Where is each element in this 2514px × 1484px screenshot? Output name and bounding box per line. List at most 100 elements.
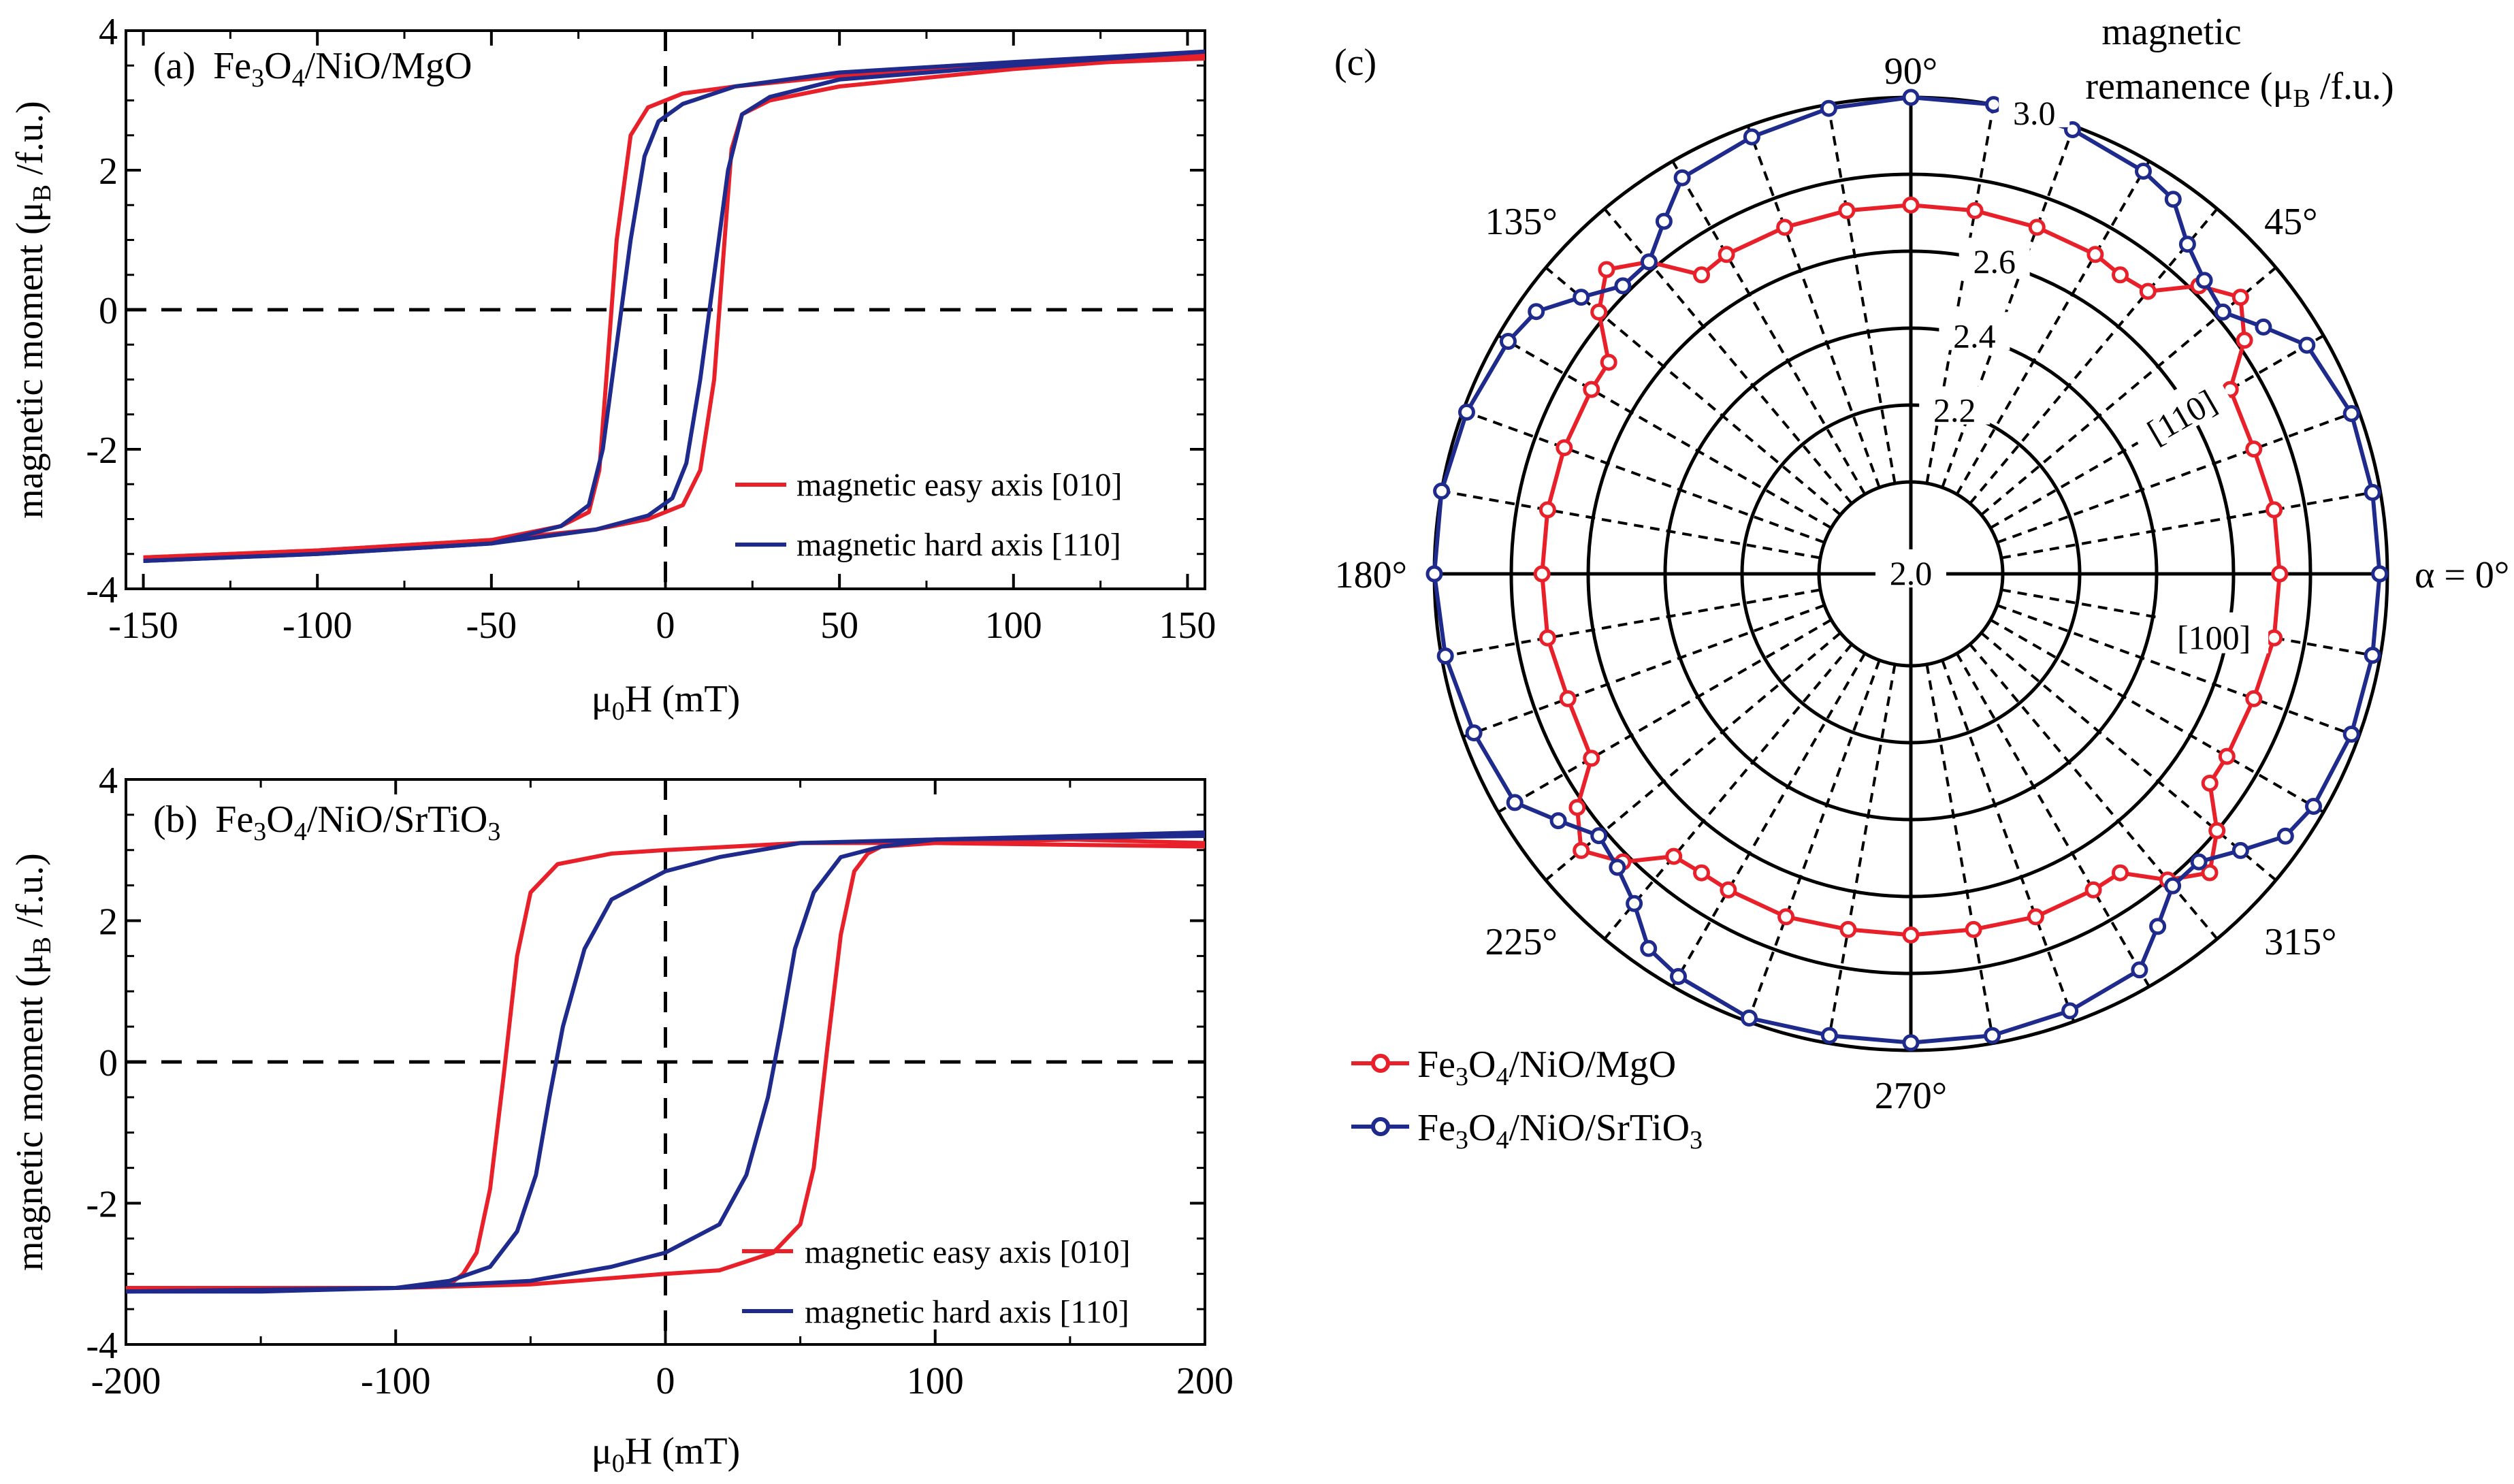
- a-series-hard-ascending-line: [143, 49, 1205, 563]
- polar-ring-label: 2.2: [1933, 391, 1976, 430]
- b-y-tick-label: -2: [86, 1184, 118, 1226]
- panel-b-title: (b) Fe3O4/NiO/SrTiO3: [153, 799, 500, 846]
- polar-series-marker-0: [2084, 881, 2102, 899]
- polar-series-marker-0: [2139, 283, 2157, 300]
- polar-spoke-minor: [1826, 104, 1897, 484]
- polar-series-marker-0: [1573, 841, 1590, 859]
- panel-c-radial-title-line1: magnetic: [2101, 11, 2241, 53]
- polar-angle-label: 90°: [1884, 50, 1937, 93]
- polar-ring-label: 2.0: [1890, 554, 1933, 592]
- polar-series-marker-1: [2371, 565, 2389, 583]
- b-x-tick-label: 200: [1176, 1360, 1234, 1402]
- polar-ring-label-bg: [1939, 312, 2010, 351]
- panel-b-legend-label-hard: magnetic hard axis [110]: [805, 1294, 1129, 1330]
- polar-angle-label: 135°: [1485, 201, 1557, 243]
- polar-series-marker-1: [2131, 961, 2148, 979]
- polar-series-marker-0: [1583, 381, 1600, 398]
- polar-series-marker-1: [2298, 336, 2316, 354]
- panel-b-legend: magnetic easy axis [010] magnetic hard a…: [742, 1234, 1131, 1330]
- polar-series-marker-0: [2245, 440, 2263, 458]
- polar-direction-label-bg: [2124, 368, 2234, 456]
- polar-spoke-minor: [1441, 489, 1821, 560]
- polar-spoke-minor: [1941, 660, 2076, 1022]
- polar-series-marker-0: [1559, 690, 1577, 707]
- polar-series-marker-1: [2164, 191, 2182, 208]
- polar-series-marker-1: [1528, 303, 1545, 321]
- polar-series-marker-0: [2236, 332, 2253, 349]
- polar-series-marker-1: [2364, 647, 2381, 664]
- polar-series-marker-0: [2086, 246, 2104, 263]
- polar-spoke-minor: [2001, 489, 2381, 560]
- polar-series-marker-1: [2276, 827, 2294, 845]
- polar-series-marker-0: [1590, 303, 1608, 321]
- polar-series-marker-0: [1538, 501, 1556, 519]
- panel-c-legend-label-sto: Fe3O4/NiO/SrTiO3: [1417, 1107, 1703, 1155]
- a-series-hard-descending-line: [143, 49, 1205, 563]
- polar-series-marker-0: [2112, 864, 2129, 882]
- polar-series-marker-0: [1538, 629, 1556, 647]
- polar-series-marker-0: [2245, 690, 2263, 707]
- polar-series-marker-1: [1465, 724, 1483, 742]
- panel-a-legend-label-hard: magnetic hard axis [110]: [796, 527, 1121, 563]
- polar-spoke-minor: [1462, 409, 1825, 544]
- polar-series-marker-1: [2342, 726, 2360, 743]
- polar-series-marker-1: [1985, 96, 2003, 114]
- polar-series-marker-0: [2112, 266, 2129, 284]
- panel-c-legend-marker-sto: [1371, 1117, 1390, 1136]
- polar-series-marker-0: [2231, 289, 2249, 306]
- polar-series-marker-1: [1640, 939, 1658, 957]
- polar-series-marker-1: [1458, 404, 1475, 421]
- polar-series-marker-0: [1902, 196, 1920, 214]
- polar-series-marker-1: [1500, 333, 1517, 350]
- polar-series-marker-0: [1598, 261, 1615, 278]
- panel-a-legend: magnetic easy axis [010] magnetic hard a…: [735, 467, 1123, 563]
- panel-c-labels: α = 0° 45° 90° 135° 180° 225° 270° 315° 2.0 2.2 2.…: [1335, 50, 2510, 1117]
- panel-c-series: [1425, 88, 2389, 1052]
- panel-c-legend-marker-mgo: [1371, 1054, 1390, 1073]
- polar-spoke-minor: [1441, 588, 1821, 658]
- polar-series-marker-0: [1600, 353, 1617, 371]
- polar-ring-label-bg: [1959, 238, 2030, 276]
- panel-b-series: [126, 830, 1205, 1294]
- panel-c-legend: Fe3O4/NiO/MgO Fe3O4/NiO/SrTiO3: [1351, 1044, 1703, 1155]
- polar-series-marker-1: [1902, 1034, 1920, 1052]
- polar-series-marker-1: [1743, 128, 1760, 146]
- polar-series-marker-0: [1777, 908, 1795, 926]
- polar-series-marker-0: [2201, 864, 2219, 882]
- polar-series-marker-0: [1693, 266, 1710, 284]
- polar-ring-label-bg: [1999, 88, 2070, 127]
- polar-series-marker-0: [2266, 629, 2283, 647]
- polar-series-marker-0: [1583, 749, 1600, 767]
- polar-angle-label: α = 0°: [2415, 554, 2509, 596]
- polar-spoke-minor: [1925, 664, 1995, 1044]
- polar-series-marker-1: [1614, 277, 1632, 295]
- polar-series-marker-0: [2271, 565, 2289, 583]
- b-x-tick-label: 100: [907, 1360, 964, 1402]
- polar-series-marker-0: [1902, 926, 1920, 943]
- polar-series-marker-1: [1425, 565, 1443, 583]
- panel-a-x-axis-title: μ0H (mT): [592, 678, 741, 726]
- panel-a-title: (a) Fe3O4/NiO/MgO: [153, 45, 472, 93]
- polar-series-marker-0: [2028, 219, 2046, 236]
- polar-series-marker-1: [1609, 858, 1626, 876]
- panel-b-legend-label-easy: magnetic easy axis [010]: [805, 1234, 1131, 1270]
- polar-series-marker-1: [2195, 272, 2213, 289]
- polar-series-marker-1: [1820, 1027, 1838, 1044]
- polar-ring-label: 3.0: [2013, 94, 2056, 132]
- polar-angle-label: 180°: [1335, 554, 1407, 596]
- polar-series-marker-0: [2208, 822, 2226, 839]
- polar-series-marker-1: [2364, 483, 2381, 501]
- polar-series-marker-0: [1838, 201, 1856, 219]
- polar-series-marker-0: [1776, 219, 1794, 236]
- polar-series-marker-1: [1436, 647, 1454, 665]
- polar-series-marker-0: [1568, 799, 1586, 816]
- polar-series-marker-1: [2342, 405, 2360, 422]
- b-y-tick-label: -4: [86, 1325, 118, 1367]
- polar-series-marker-0: [1718, 246, 1735, 263]
- a-x-tick-label: 150: [1159, 604, 1216, 647]
- polar-series-marker-1: [1820, 99, 1837, 117]
- polar-series-marker-0: [1693, 864, 1710, 882]
- a-x-tick-label: -50: [466, 604, 517, 647]
- polar-ring-label-bg: [1919, 386, 1991, 425]
- polar-angle-label: 315°: [2264, 921, 2336, 963]
